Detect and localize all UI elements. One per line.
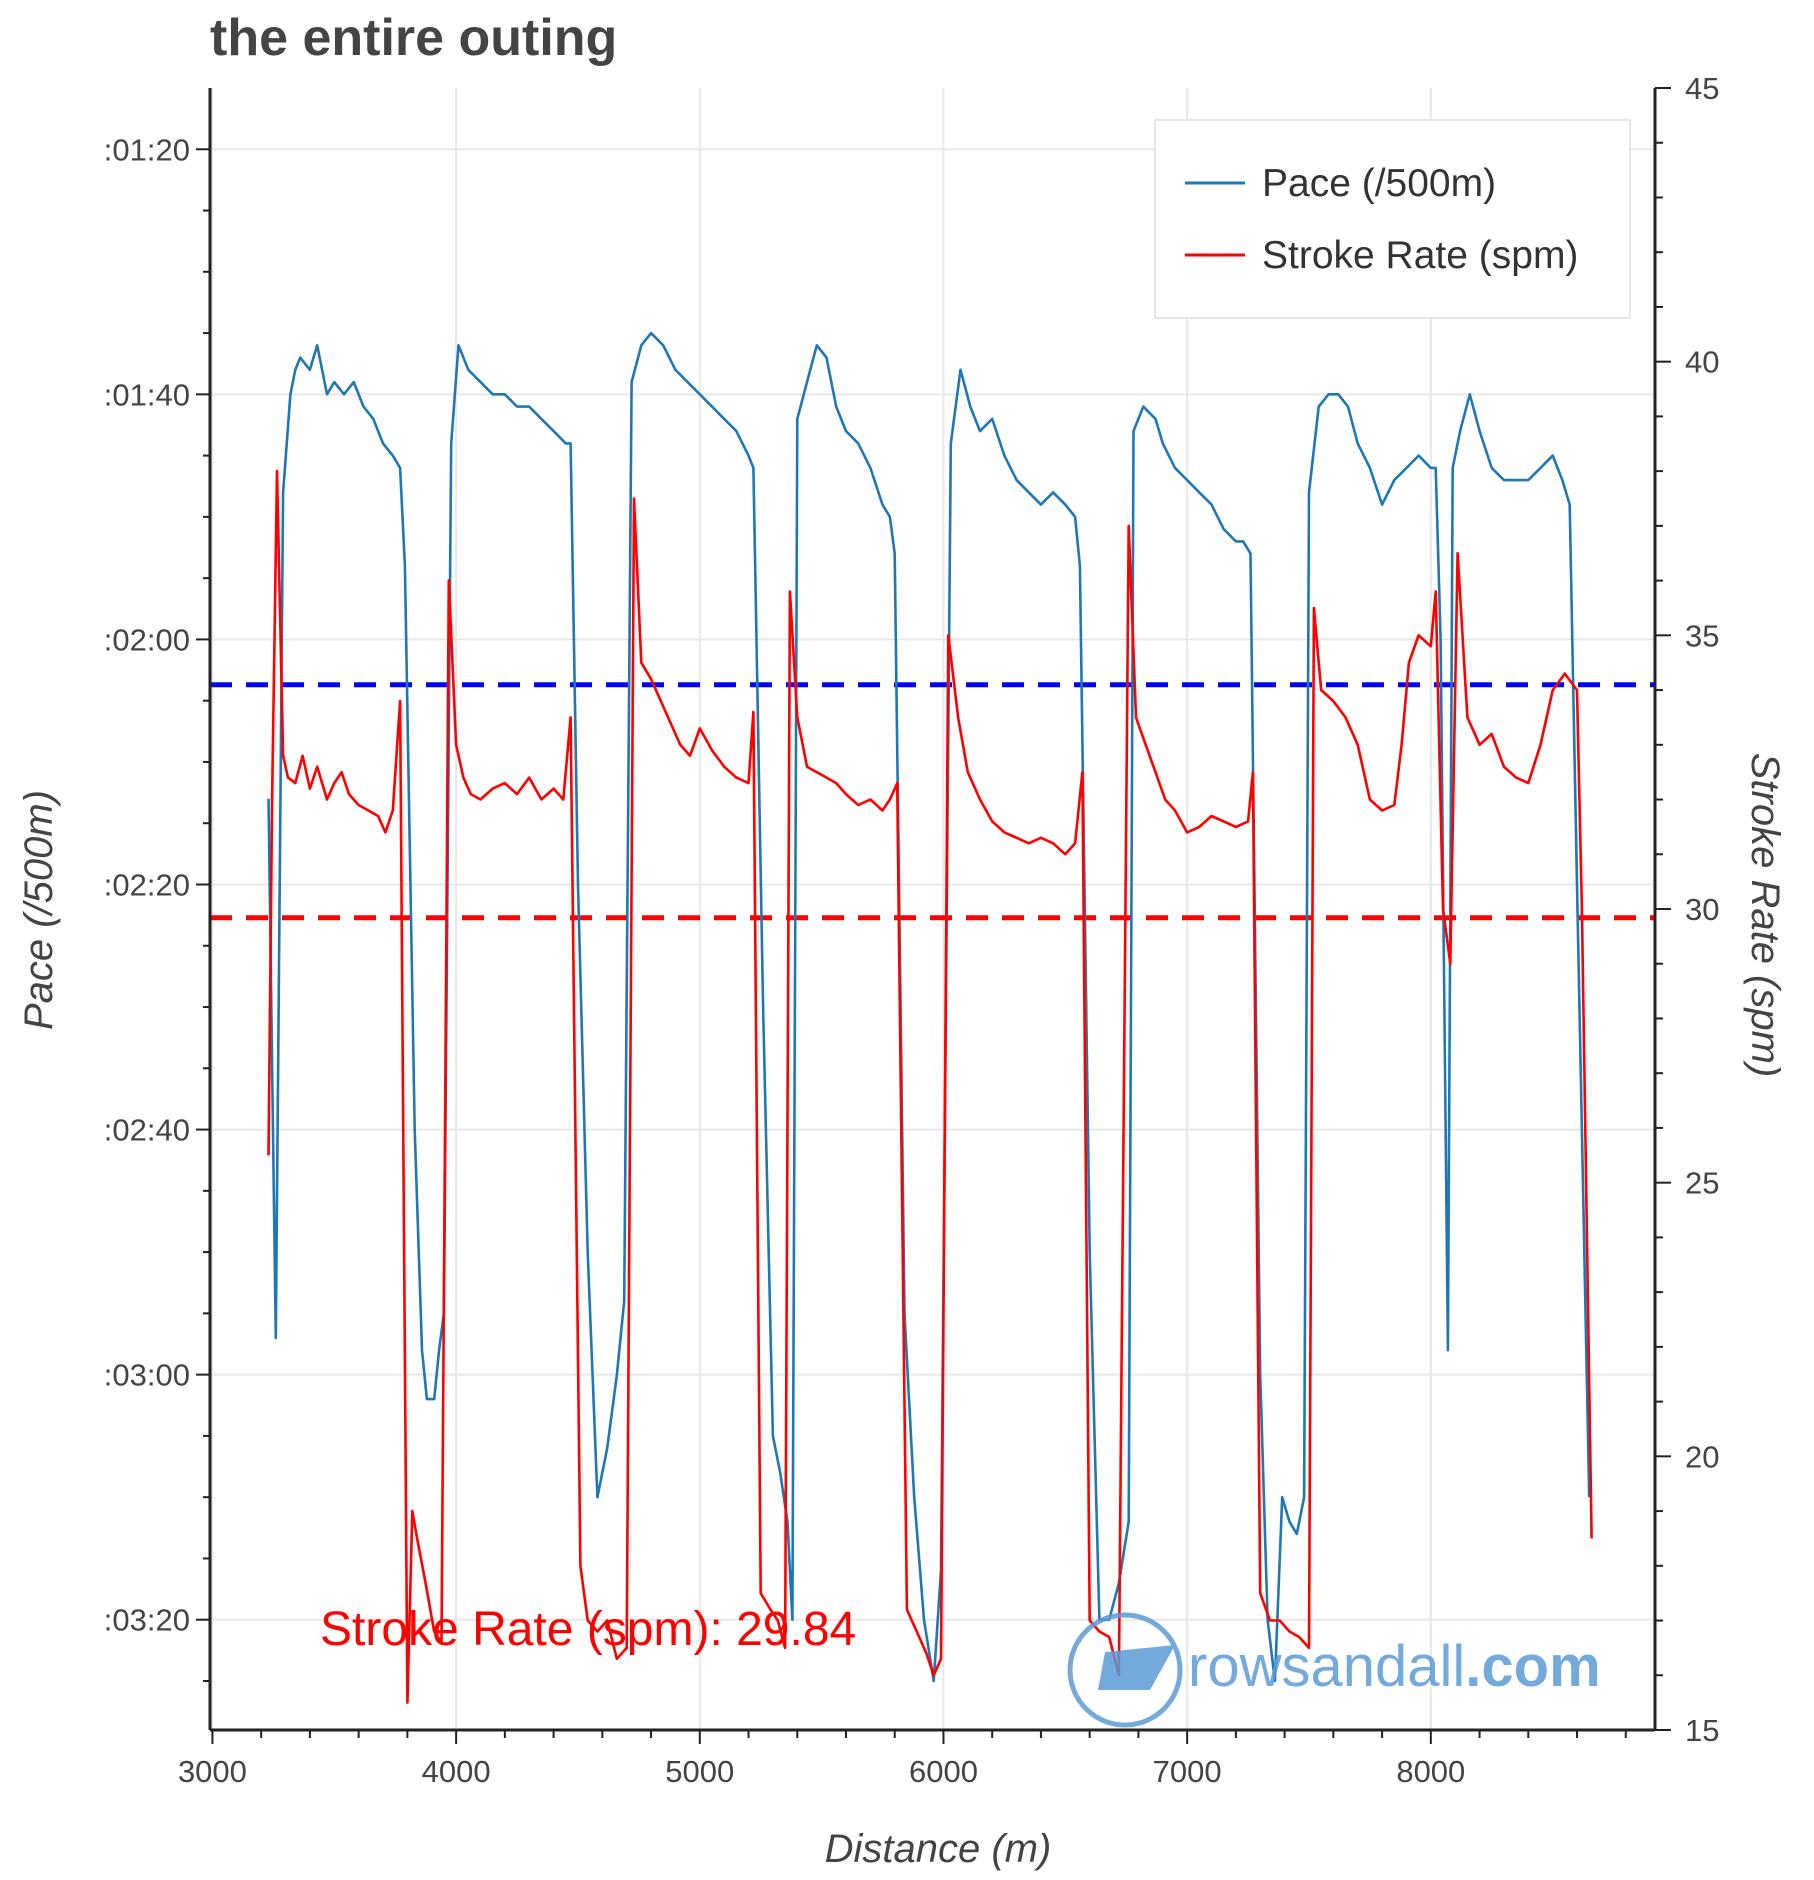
right-tick-label: 30	[1685, 892, 1719, 927]
watermark-boat-icon	[1098, 1645, 1175, 1690]
left-tick-label: :03:00	[104, 1358, 190, 1393]
right-tick-label: 40	[1685, 345, 1719, 380]
left-tick-label: :02:00	[104, 622, 190, 657]
x-tick-label: 3000	[178, 1754, 247, 1789]
watermark-text: rowsandall.com	[1188, 1634, 1601, 1699]
watermark-logo-icon	[1067, 1612, 1183, 1728]
right-tick-label: 20	[1685, 1439, 1719, 1474]
left-tick-label: :02:20	[104, 867, 190, 902]
right-tick-label: 35	[1685, 618, 1719, 653]
reference-lines	[210, 682, 1655, 921]
x-tick-label: 7000	[1153, 1754, 1222, 1789]
legend-label-pace: Pace (/500m)	[1262, 162, 1496, 205]
right-tick-label: 25	[1685, 1166, 1719, 1201]
left-tick-label: :02:40	[104, 1113, 190, 1148]
left-axis-ticks: :01:20 :01:40 :02:00 :02:20 :02:40 :03:00 :03:…	[104, 132, 210, 1682]
x-tick-label: 6000	[909, 1754, 978, 1789]
legend-label-stroke-rate: Stroke Rate (spm)	[1262, 234, 1578, 277]
right-axis-label: Stroke Rate (spm)	[1743, 753, 1787, 1078]
right-tick-label: 45	[1685, 71, 1719, 106]
legend: Pace (/500m) Stroke Rate (spm)	[1154, 119, 1631, 319]
x-axis-ticks: 3000 4000 5000 6000 7000 8000	[178, 1730, 1627, 1789]
x-axis-label: Distance (m)	[825, 1827, 1052, 1871]
watermark-text-suffix: .com	[1465, 1634, 1600, 1699]
legend-box	[1154, 119, 1631, 319]
x-tick-label: 4000	[422, 1754, 491, 1789]
left-axis-label: Pace (/500m)	[17, 790, 61, 1030]
stroke-rate-annotation: Stroke Rate (spm): 29.84	[320, 1603, 856, 1656]
watermark-text-main: rowsandall	[1188, 1634, 1465, 1699]
left-tick-label: :03:20	[104, 1603, 190, 1638]
x-tick-label: 5000	[665, 1754, 734, 1789]
right-axis-ticks: 15 20 25 30 35 40 45	[1655, 71, 1719, 1748]
watermark: rowsandall.com	[1067, 1612, 1601, 1728]
x-tick-label: 8000	[1396, 1754, 1465, 1789]
plot-series	[267, 331, 1593, 1704]
right-tick-label: 15	[1685, 1713, 1719, 1748]
left-tick-label: :01:40	[104, 377, 190, 412]
chart-title: the entire outing	[210, 9, 617, 67]
series-line-stroke-rate	[267, 469, 1593, 1704]
left-tick-label: :01:20	[104, 132, 190, 167]
